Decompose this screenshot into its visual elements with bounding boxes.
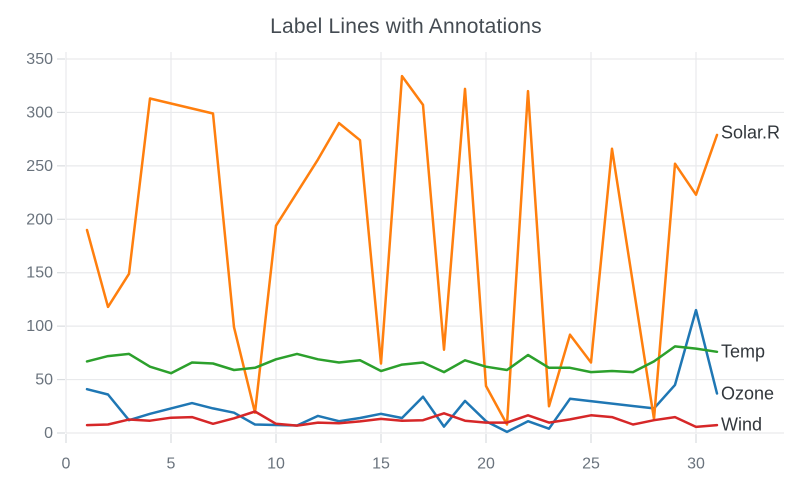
x-tick-label: 30	[687, 456, 705, 473]
y-tick-label: 300	[26, 104, 53, 121]
x-tick-label: 0	[62, 456, 71, 473]
x-tick-label: 10	[267, 456, 285, 473]
y-tick-label: 100	[26, 318, 53, 335]
x-tick-label: 15	[372, 456, 390, 473]
x-tick-label: 5	[167, 456, 176, 473]
y-tick-label: 250	[26, 158, 53, 175]
series-line-ozone	[85, 308, 719, 434]
chart-title: Label Lines with Annotations	[270, 15, 542, 38]
x-tick-label: 20	[477, 456, 495, 473]
y-tick-label: 200	[26, 211, 53, 228]
y-tick-label: 0	[44, 425, 53, 442]
y-tick-label: 150	[26, 265, 53, 282]
series-line-wind	[85, 410, 719, 429]
series-end-label-temp: Temp	[721, 341, 766, 362]
series-end-label-wind: Wind	[721, 414, 763, 435]
y-tick-label: 350	[26, 51, 53, 68]
series-end-label-ozone: Ozone	[721, 383, 775, 404]
x-tick-label: 25	[582, 456, 600, 473]
series-line-solar-r	[85, 74, 719, 426]
series-line-temp	[85, 345, 719, 375]
series-end-label-solar-r: Solar.R	[721, 122, 781, 143]
y-tick-label: 50	[35, 372, 53, 389]
